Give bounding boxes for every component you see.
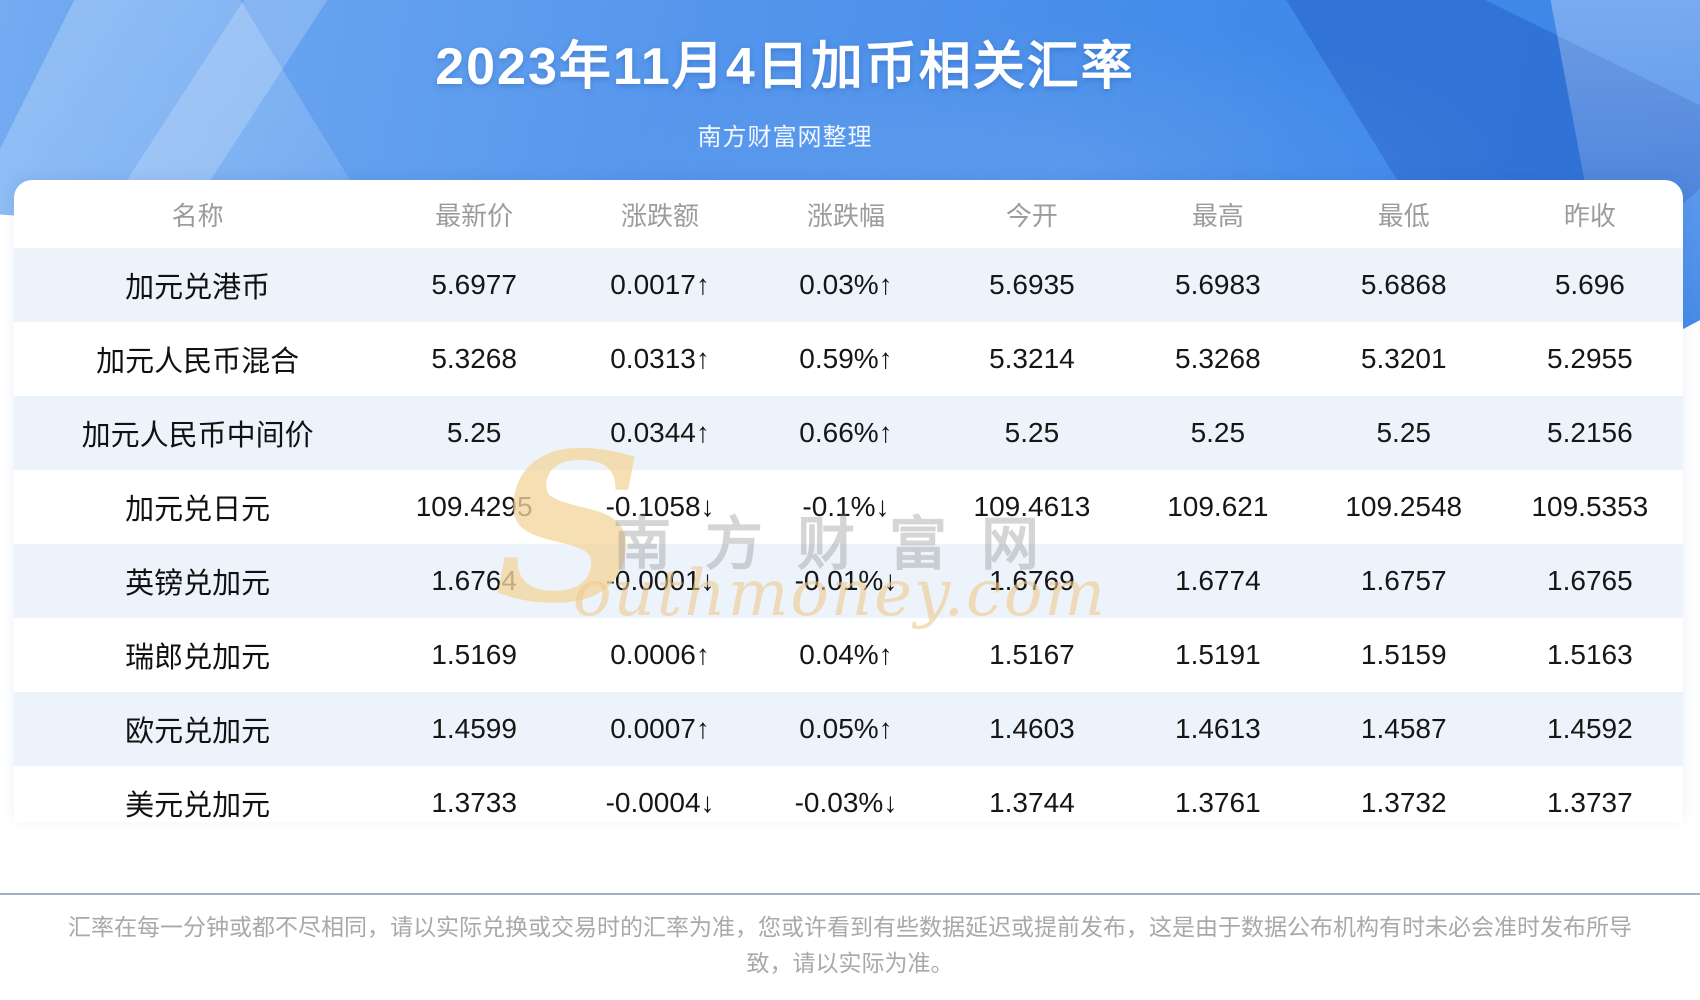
last-price: 1.4599 (431, 713, 517, 744)
column-header-last: 最新价 (435, 200, 514, 231)
column-header-low: 最低 (1377, 200, 1430, 231)
pair-name: 加元人民币混合 (96, 346, 300, 378)
low-price: 1.6757 (1360, 565, 1447, 596)
open-price: 1.3744 (989, 787, 1075, 818)
change-amount: 0.0313↑ (610, 343, 710, 374)
high-price: 5.25 (1190, 417, 1246, 448)
low-price: 5.3201 (1360, 343, 1447, 374)
table-row: 欧元兑加元 1.4599 0.0007↑ 0.05%↑ 1.4603 1.461… (14, 692, 1683, 766)
prev-close-price: 1.3737 (1547, 787, 1633, 818)
open-price: 5.25 (1004, 417, 1060, 448)
open-price: 5.6935 (989, 269, 1075, 300)
change-amount: -0.0001↓ (605, 565, 715, 596)
change-percent: -0.1%↓ (802, 491, 890, 522)
column-header-high: 最高 (1191, 200, 1244, 231)
change-percent: 0.05%↑ (799, 713, 893, 744)
change-percent: -0.03%↓ (794, 787, 898, 818)
prev-close-price: 1.4592 (1547, 713, 1633, 744)
high-price: 1.5191 (1175, 639, 1261, 670)
change-amount: 0.0344↑ (610, 417, 710, 448)
page-title: 2023年11月4日加币相关汇率 (435, 38, 1135, 96)
open-price: 109.4613 (973, 491, 1091, 522)
column-header-change: 涨跌额 (621, 200, 700, 231)
pair-name: 加元兑港币 (125, 272, 271, 304)
last-price: 1.6764 (431, 565, 517, 596)
pair-name: 加元兑日元 (125, 494, 271, 526)
table-header-row: 名称 最新价 涨跌额 涨跌幅 今开 最高 最低 昨收 (14, 180, 1683, 248)
banner-text: 2023年11月4日加币相关汇率 南方财富网整理 (0, 0, 1570, 152)
disclaimer-note: 汇率在每一分钟或都不尽相同，请以实际兑换或交易时的汇率为准，您或许看到有些数据延… (68, 914, 1632, 976)
pair-name: 加元人民币中间价 (81, 420, 314, 452)
rates-table: 名称 最新价 涨跌额 涨跌幅 今开 最高 最低 昨收 加元兑港币 5.6977 … (14, 180, 1683, 822)
low-price: 1.4587 (1360, 713, 1447, 744)
table-row: 加元人民币混合 5.3268 0.0313↑ 0.59%↑ 5.3214 5.3… (14, 322, 1683, 396)
rates-card: 名称 最新价 涨跌额 涨跌幅 今开 最高 最低 昨收 加元兑港币 5.6977 … (14, 180, 1683, 822)
last-price: 5.3268 (431, 343, 517, 374)
high-price: 1.6774 (1175, 565, 1261, 596)
high-price: 1.4613 (1175, 713, 1261, 744)
prev-close-price: 1.5163 (1547, 639, 1633, 670)
change-amount: 0.0007↑ (610, 713, 710, 744)
last-price: 1.3733 (431, 787, 517, 818)
table-row: 瑞郎兑加元 1.5169 0.0006↑ 0.04%↑ 1.5167 1.519… (14, 618, 1683, 692)
pair-name: 美元兑加元 (125, 790, 271, 822)
low-price: 5.25 (1376, 417, 1431, 448)
change-percent: -0.01%↓ (794, 565, 898, 596)
column-header-pct: 涨跌幅 (806, 200, 885, 231)
change-amount: -0.0004↓ (605, 787, 715, 818)
column-header-name: 名称 (171, 200, 224, 231)
low-price: 1.3732 (1360, 787, 1447, 818)
change-amount: -0.1058↓ (605, 491, 715, 522)
prev-close-price: 5.2955 (1547, 343, 1633, 374)
change-amount: 0.0006↑ (610, 639, 710, 670)
table-row: 英镑兑加元 1.6764 -0.0001↓ -0.01%↓ 1.6769 1.6… (14, 544, 1683, 618)
footer: 汇率在每一分钟或都不尽相同，请以实际兑换或交易时的汇率为准，您或许看到有些数据延… (0, 893, 1700, 981)
change-percent: 0.59%↑ (799, 343, 893, 374)
table-row: 美元兑加元 1.3733 -0.0004↓ -0.03%↓ 1.3744 1.3… (14, 766, 1683, 822)
change-percent: 0.66%↑ (799, 417, 893, 448)
last-price: 1.5169 (431, 639, 517, 670)
high-price: 109.621 (1167, 491, 1269, 522)
change-percent: 0.03%↑ (799, 269, 893, 300)
table-row: 加元兑日元 109.4295 -0.1058↓ -0.1%↓ 109.4613 … (14, 470, 1683, 544)
open-price: 1.4603 (989, 713, 1075, 744)
pair-name: 英镑兑加元 (125, 568, 271, 600)
last-price: 109.4295 (415, 491, 533, 522)
open-price: 5.3214 (989, 343, 1075, 374)
prev-close-price: 1.6765 (1547, 565, 1633, 596)
prev-close-price: 109.5353 (1531, 491, 1649, 522)
last-price: 5.6977 (431, 269, 517, 300)
pair-name: 欧元兑加元 (125, 716, 271, 748)
change-percent: 0.04%↑ (799, 639, 893, 670)
table-row: 加元兑港币 5.6977 0.0017↑ 0.03%↑ 5.6935 5.698… (14, 248, 1683, 322)
high-price: 5.3268 (1175, 343, 1261, 374)
prev-close-price: 5.2156 (1547, 417, 1633, 448)
page-subtitle: 南方财富网整理 (697, 124, 873, 151)
open-price: 1.6769 (989, 565, 1075, 596)
low-price: 5.6868 (1360, 269, 1447, 300)
low-price: 1.5159 (1360, 639, 1447, 670)
pair-name: 瑞郎兑加元 (125, 642, 271, 674)
last-price: 5.25 (446, 417, 502, 448)
column-header-open: 今开 (1005, 200, 1058, 231)
column-header-prev-close: 昨收 (1563, 200, 1616, 231)
footer-divider (0, 893, 1700, 895)
open-price: 1.5167 (989, 639, 1075, 670)
prev-close-price: 5.696 (1554, 269, 1625, 300)
high-price: 1.3761 (1175, 787, 1261, 818)
high-price: 5.6983 (1175, 269, 1261, 300)
change-amount: 0.0017↑ (610, 269, 710, 300)
low-price: 109.2548 (1345, 491, 1463, 522)
table-row: 加元人民币中间价 5.25 0.0344↑ 0.66%↑ 5.25 5.25 5… (14, 396, 1683, 470)
